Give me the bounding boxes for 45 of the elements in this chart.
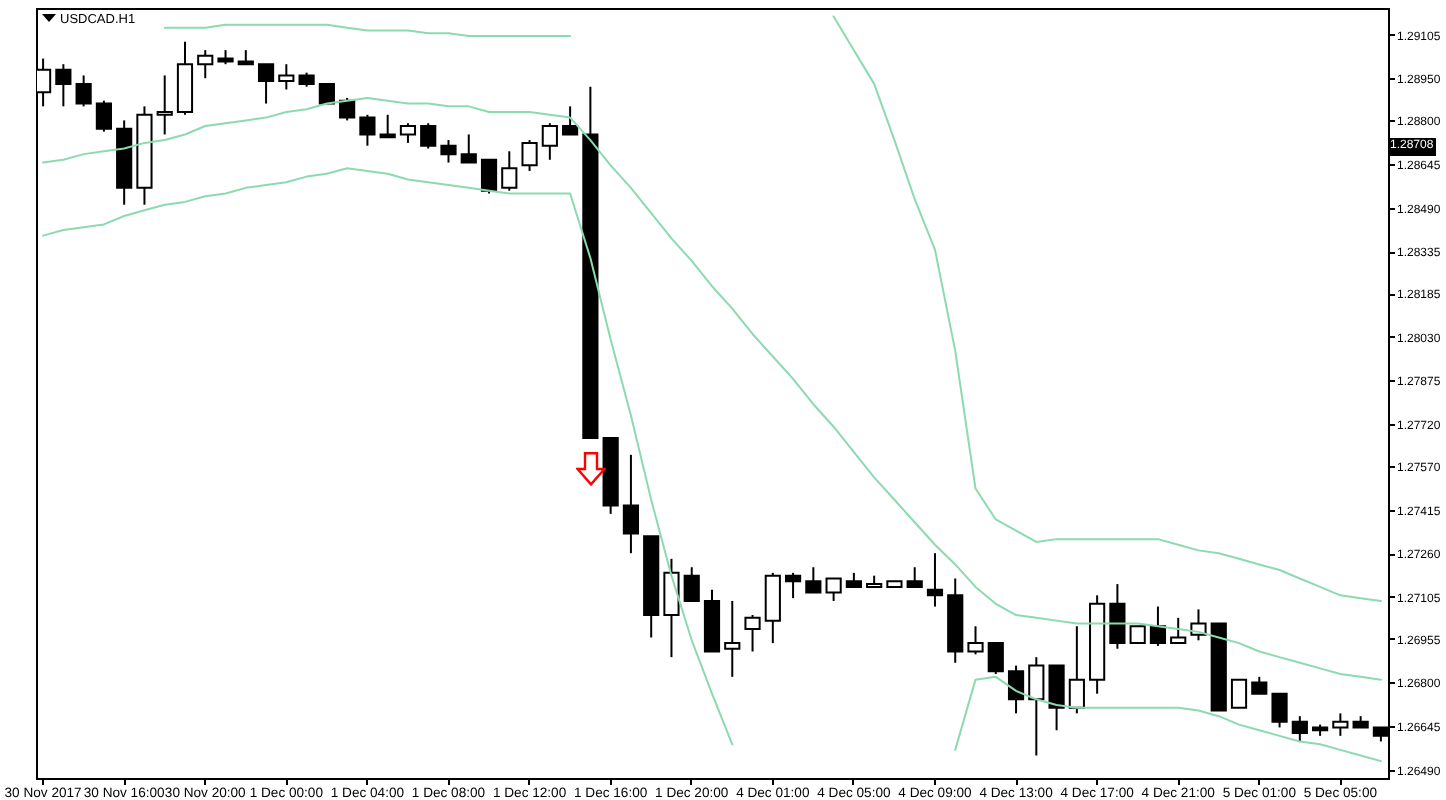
candlestick xyxy=(1332,712,1349,737)
candlestick xyxy=(663,557,680,659)
candlestick xyxy=(825,577,842,602)
candlestick xyxy=(480,158,498,195)
candlestick xyxy=(683,566,700,602)
candlestick xyxy=(1170,616,1187,645)
candlestick xyxy=(399,122,417,144)
candlestick xyxy=(420,122,437,150)
candlestick xyxy=(1230,678,1248,709)
candlestick xyxy=(197,49,214,80)
candlestick xyxy=(440,139,457,164)
candlestick xyxy=(724,599,741,678)
candlestick xyxy=(257,63,275,105)
candlestick xyxy=(55,63,72,108)
candlestick xyxy=(176,40,194,116)
candlestick xyxy=(1109,583,1126,650)
candlestick xyxy=(1048,664,1065,732)
candlestick xyxy=(1068,625,1085,715)
candlestick xyxy=(75,74,92,108)
candlestick xyxy=(156,74,173,136)
candlestick xyxy=(926,552,944,608)
candlestick xyxy=(1149,605,1167,647)
candlestick xyxy=(339,96,356,122)
candlestick xyxy=(541,122,558,161)
candlestick xyxy=(521,139,538,172)
candlestick xyxy=(460,133,477,164)
candlestick xyxy=(987,642,1004,676)
candlestick xyxy=(379,113,396,139)
candlestick xyxy=(1291,715,1308,743)
candlestick xyxy=(805,566,822,594)
candlestick xyxy=(906,566,923,588)
candlestick xyxy=(359,113,376,147)
candlestick xyxy=(501,150,518,192)
candlestick xyxy=(784,571,802,600)
candlestick xyxy=(967,625,984,656)
candlestick xyxy=(622,453,640,555)
candlestick xyxy=(95,99,112,133)
candlestick xyxy=(1007,664,1025,715)
candlestick xyxy=(744,614,761,653)
candlestick xyxy=(562,105,579,136)
candlestick xyxy=(278,63,295,91)
line-series xyxy=(42,96,1382,681)
candlestick xyxy=(764,571,781,645)
candlestick xyxy=(1271,692,1288,729)
candlestick xyxy=(1028,656,1045,757)
